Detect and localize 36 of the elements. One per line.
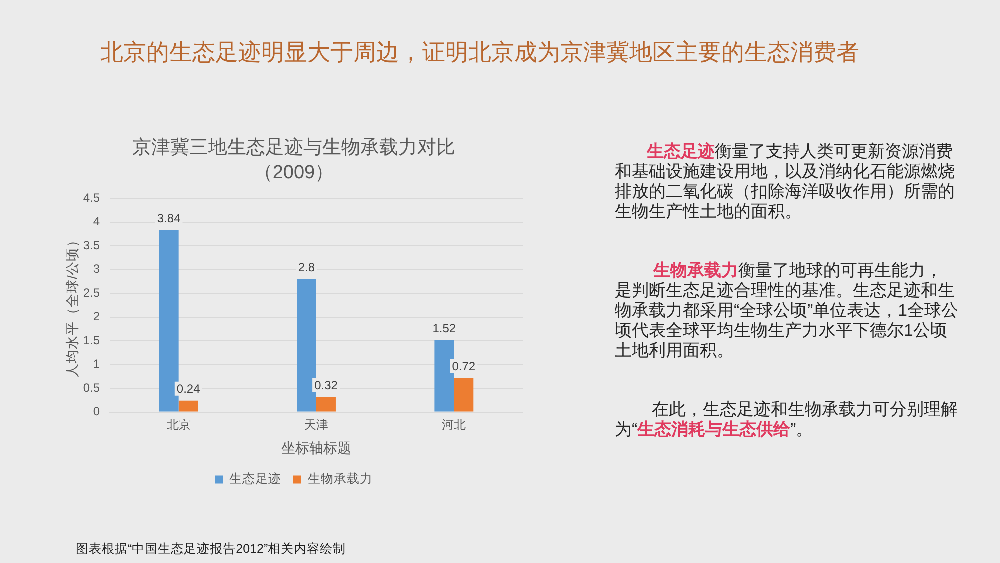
bar xyxy=(159,230,179,412)
text: 生物承载力衡量了地球的可再生能力，是判断生态足迹合理性的基准。生态足迹和生物承载力都采用“全球公顷”单位表达，1全球公顷代表全球平均生物生产力水平下德尔1公顷土地利用面积。 xyxy=(615,261,959,361)
legend-label: 生态足迹 xyxy=(230,471,282,486)
legend-label: 生物承载力 xyxy=(308,472,373,486)
data-label: 3.84 xyxy=(157,211,182,226)
x-tick-label: 河北 xyxy=(442,418,466,432)
y-tick-label: 4.5 xyxy=(83,190,100,205)
data-label: 0.24 xyxy=(176,382,201,396)
data-label: 0.32 xyxy=(314,378,338,392)
bar xyxy=(434,340,454,412)
text: 在此，生态足迹和生物承载力可分别理解为“生态消耗与生态供给”。 xyxy=(615,400,959,440)
bar xyxy=(297,279,316,412)
y-tick-label: 3.5 xyxy=(83,238,100,252)
y-tick-label: 1.5 xyxy=(83,333,100,348)
y-tick-label: 1 xyxy=(93,357,100,372)
text: 北京的生态足迹明显大于周边，证明北京成为京津冀地区主要的生态消费者 xyxy=(100,38,860,66)
y-axis-title: 人均水平（全球/公顷） xyxy=(64,234,80,378)
chart-subtitle: （2009） xyxy=(254,162,334,184)
y-tick-label: 2.5 xyxy=(83,286,100,300)
bar xyxy=(454,378,474,412)
bar xyxy=(178,400,198,412)
y-tick-label: 0 xyxy=(93,404,100,419)
y-tick-label: 4 xyxy=(93,214,100,229)
y-tick-label: 2 xyxy=(93,310,100,324)
x-tick-label: 北京 xyxy=(166,418,191,432)
bar xyxy=(316,397,336,412)
text: 图表根据“中国生态足迹报告2012”相关内容绘制 xyxy=(76,541,346,557)
y-tick-label: 0.5 xyxy=(83,380,100,395)
text: 生态足迹衡量了支持人类可更新资源消费和基础设施建设用地，以及消纳化石能源燃烧排放的二氧化碳（扣除海洋吸收作用）所需的生物生产性土地的面积。 xyxy=(615,142,956,222)
data-label: 2.8 xyxy=(298,260,316,275)
chart-title: 京津冀三地生态足迹与生物承载力对比 xyxy=(132,136,456,159)
x-tick-label: 天津 xyxy=(304,418,328,432)
x-axis-title: 坐标轴标题 xyxy=(282,440,352,456)
data-label: 1.52 xyxy=(432,321,456,336)
y-tick-label: 3 xyxy=(93,262,100,276)
data-label: 0.72 xyxy=(452,359,476,374)
